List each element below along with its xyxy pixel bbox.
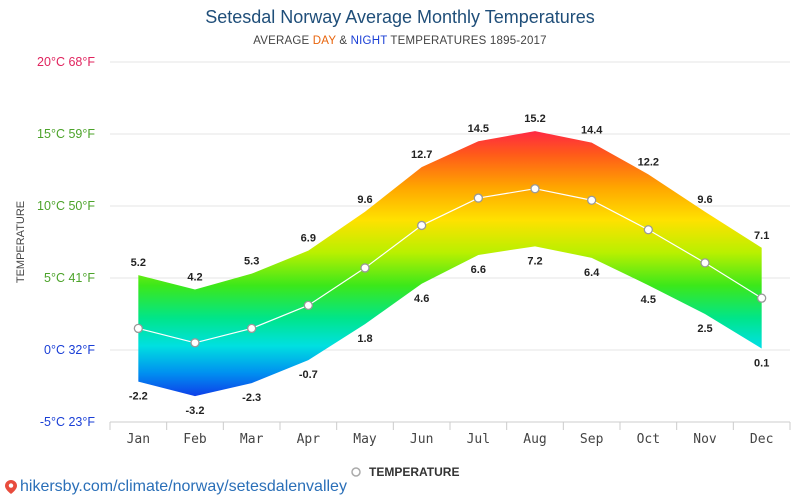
night-value-label: -3.2	[186, 405, 205, 417]
y-tick-label: 5°C 41°F	[44, 271, 95, 285]
legend-label: TEMPERATURE	[369, 465, 459, 479]
average-line	[138, 188, 762, 344]
day-value-label: 14.4	[581, 125, 603, 137]
average-point	[587, 195, 597, 205]
day-value-label: 12.2	[638, 156, 659, 168]
day-value-label: 5.3	[244, 256, 259, 268]
night-value-label: -0.7	[299, 369, 318, 381]
day-value-label: 6.9	[301, 233, 316, 245]
x-tick-label: Dec	[750, 432, 773, 447]
average-point	[247, 323, 257, 334]
average-point	[643, 225, 653, 235]
chart-subtitle: AVERAGE DAY & NIGHT TEMPERATURES 1895-20…	[253, 35, 547, 47]
night-value-label: 6.6	[471, 264, 486, 276]
night-value-label: 4.5	[641, 294, 656, 306]
day-value-label: 15.2	[524, 113, 545, 125]
x-tick-label: Oct	[637, 432, 660, 447]
average-point	[757, 293, 767, 303]
average-point	[303, 300, 313, 311]
x-tick-label: May	[353, 432, 377, 447]
night-value-label: -2.3	[242, 392, 261, 404]
average-point	[530, 184, 540, 194]
average-point	[473, 193, 483, 203]
x-tick-label: Feb	[183, 432, 207, 447]
day-value-label: 5.2	[131, 257, 146, 269]
night-value-label: 4.6	[414, 293, 429, 305]
average-point	[133, 323, 143, 334]
average-point	[360, 263, 370, 273]
subtitle-night: NIGHT	[350, 35, 388, 47]
y-tick-label: 10°C 50°F	[37, 199, 95, 213]
night-value-label: 6.4	[584, 267, 600, 279]
x-tick-label: Sep	[580, 432, 604, 447]
y-tick-label: 15°C 59°F	[37, 127, 95, 141]
source-link[interactable]: hikersby.com/climate/norway/setesdalenva…	[5, 478, 347, 496]
x-tick-label: Apr	[297, 432, 321, 447]
day-value-label: 14.5	[468, 123, 489, 135]
legend-marker	[351, 467, 361, 477]
night-value-label: 7.2	[527, 255, 542, 267]
day-value-label: 12.7	[411, 149, 432, 161]
day-value-label: 4.2	[187, 272, 202, 284]
y-tick-label: 0°C 32°F	[44, 343, 95, 357]
y-axis-label: TEMPERATURE	[15, 201, 27, 283]
subtitle-day: DAY	[312, 35, 336, 47]
night-value-label: 0.1	[754, 358, 769, 370]
x-tick-label: Jan	[127, 432, 150, 447]
average-point	[190, 338, 200, 348]
x-tick-label: Aug	[523, 432, 546, 447]
x-tick-label: Jul	[467, 432, 490, 447]
source-url[interactable]: hikersby.com/climate/norway/setesdalenva…	[20, 478, 347, 495]
day-value-label: 9.6	[697, 194, 712, 206]
average-point	[700, 258, 710, 268]
night-value-label: 2.5	[697, 323, 712, 335]
chart-title: Setesdal Norway Average Monthly Temperat…	[205, 7, 595, 27]
average-point	[417, 220, 427, 231]
night-value-label: 1.8	[357, 333, 372, 345]
day-value-label: 7.1	[754, 230, 769, 242]
x-tick-label: Jun	[410, 432, 433, 447]
y-tick-label: 20°C 68°F	[37, 55, 95, 69]
map-pin-icon	[5, 480, 17, 494]
x-tick-label: Nov	[693, 432, 717, 447]
day-value-label: 9.6	[357, 194, 372, 206]
x-tick-label: Mar	[240, 432, 264, 447]
y-tick-label: -5°C 23°F	[40, 415, 96, 429]
temperature-band	[138, 131, 762, 397]
night-value-label: -2.2	[129, 391, 148, 403]
